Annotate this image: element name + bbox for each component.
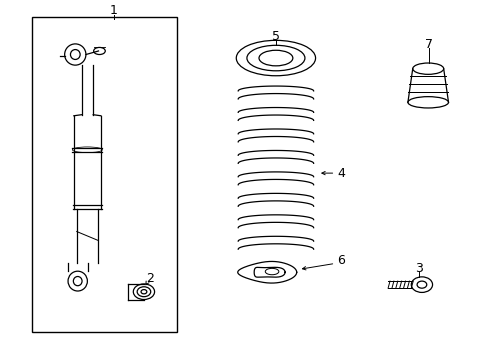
Text: 6: 6 (337, 255, 345, 267)
Text: 2: 2 (146, 272, 154, 285)
Text: 7: 7 (424, 39, 432, 51)
Text: 5: 5 (271, 30, 279, 43)
Text: 4: 4 (337, 167, 345, 180)
Text: 1: 1 (110, 4, 118, 18)
Text: 3: 3 (414, 261, 422, 275)
